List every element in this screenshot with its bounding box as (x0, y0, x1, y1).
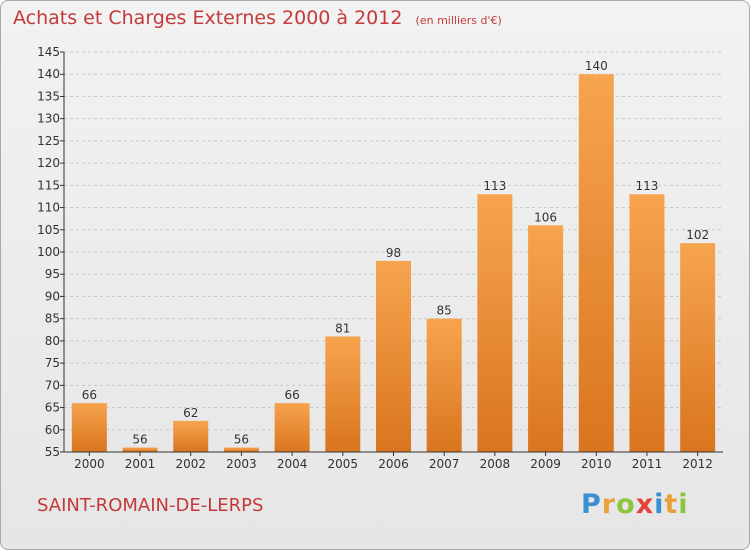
logo-letter: P (581, 489, 602, 520)
y-tick-label: 110 (37, 201, 60, 215)
data-label: 62 (183, 406, 198, 420)
bars: 66 56 62 56 66 81 98 85 113 106 140 113 102 (71, 59, 716, 452)
data-label: 56 (132, 433, 147, 447)
bar (680, 243, 716, 452)
y-tick-label: 60 (45, 423, 60, 437)
bar (376, 260, 411, 452)
data-label: 66 (82, 388, 97, 402)
unit-note: (en milliers d'€) (415, 14, 502, 27)
logo-letter: i (654, 489, 665, 520)
chart-title: Achats et Charges Externes 2000 à 2012 (13, 7, 403, 29)
y-tick-label: 55 (45, 445, 60, 459)
x-tick-label: 2006 (378, 457, 409, 471)
bar (122, 447, 158, 452)
bar (325, 336, 361, 452)
x-tick-label: 2004 (277, 457, 308, 471)
data-label: 113 (483, 179, 506, 193)
logo-letter: t (664, 489, 679, 520)
y-tick-label: 65 (45, 401, 60, 415)
data-label: 66 (284, 388, 299, 402)
bar (173, 420, 209, 452)
axes: 55 60 65 70 75 80 85 90 95 100 105 110 115 120 125 130 1… (37, 45, 723, 471)
y-tick-label: 120 (37, 156, 60, 170)
bar (578, 74, 614, 452)
data-label: 81 (335, 321, 350, 335)
bar (71, 403, 107, 452)
y-tick-label: 140 (37, 67, 60, 81)
logo-letter: r (601, 489, 617, 520)
x-tick-label: 2012 (682, 457, 713, 471)
y-tick-label: 90 (45, 289, 60, 303)
bar (477, 194, 513, 452)
proxiti-logo: Proxiti (581, 489, 689, 520)
data-label: 85 (437, 304, 452, 318)
x-tick-label: 2005 (328, 457, 359, 471)
logo-letter: x (635, 489, 655, 520)
y-tick-label: 105 (37, 223, 60, 237)
x-tick-label: 2008 (480, 457, 511, 471)
x-tick-label: 2000 (74, 457, 105, 471)
bar (528, 225, 564, 452)
chart-title-block: Achats et Charges Externes 2000 à 2012 (… (13, 7, 502, 29)
bar (223, 447, 259, 452)
x-tick-label: 2001 (125, 457, 156, 471)
data-label: 113 (636, 179, 659, 193)
x-tick-label: 2007 (429, 457, 460, 471)
bar (274, 403, 310, 452)
y-tick-label: 125 (37, 134, 60, 148)
y-tick-label: 85 (45, 312, 60, 326)
bar (629, 194, 665, 452)
y-tick-label: 95 (45, 267, 60, 281)
logo-letter: i (678, 489, 689, 520)
y-tick-label: 130 (37, 112, 60, 126)
data-label: 102 (686, 228, 709, 242)
x-tick-label: 2011 (632, 457, 663, 471)
y-tick-label: 115 (37, 178, 60, 192)
data-label: 106 (534, 210, 557, 224)
logo-letter: o (616, 489, 636, 520)
y-tick-label: 100 (37, 245, 60, 259)
y-tick-label: 80 (45, 334, 60, 348)
x-tick-label: 2010 (581, 457, 612, 471)
bar (426, 318, 462, 452)
x-tick-label: 2002 (175, 457, 206, 471)
x-tick-label: 2009 (530, 457, 561, 471)
y-tick-label: 75 (45, 356, 60, 370)
data-label: 140 (585, 59, 608, 73)
y-tick-label: 70 (45, 378, 60, 392)
y-tick-label: 145 (37, 45, 60, 59)
x-tick-label: 2003 (226, 457, 257, 471)
data-label: 56 (234, 433, 249, 447)
y-tick-label: 135 (37, 89, 60, 103)
place-name: SAINT-ROMAIN-DE-LERPS (37, 495, 264, 516)
data-label: 98 (386, 246, 401, 260)
